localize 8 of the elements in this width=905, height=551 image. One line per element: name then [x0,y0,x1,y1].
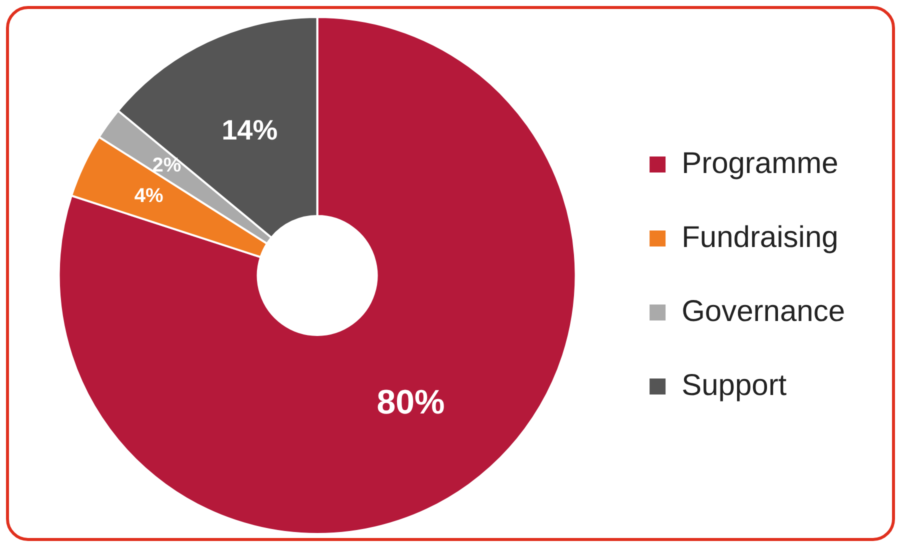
legend-label: Governance [682,294,846,328]
legend-label: Support [682,368,788,402]
legend-label: Fundraising [682,220,838,254]
data-label: 2% [152,154,182,177]
legend-label: Programme [682,146,838,180]
data-label: 80% [376,383,445,422]
data-label: 4% [134,184,164,207]
data-label: 14% [222,114,278,146]
